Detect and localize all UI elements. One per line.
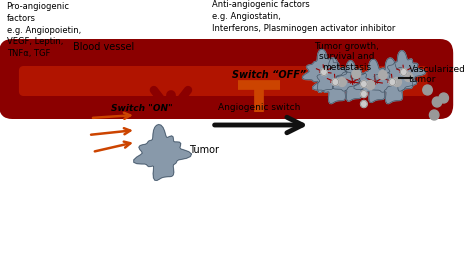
Circle shape: [401, 68, 407, 75]
Text: Vascularized
tumor: Vascularized tumor: [409, 65, 465, 84]
Text: Pro-angiogenic
factors
e.g. Angiopoietin,
VEGF, Leptin,
TNFα, TGF: Pro-angiogenic factors e.g. Angiopoietin…: [7, 2, 81, 58]
Polygon shape: [134, 125, 191, 180]
Circle shape: [352, 69, 361, 79]
Circle shape: [404, 73, 413, 81]
Polygon shape: [332, 61, 374, 101]
Circle shape: [429, 110, 439, 120]
Text: Switch “OFF”: Switch “OFF”: [232, 70, 306, 80]
Text: Switch "ON": Switch "ON": [111, 103, 173, 113]
Circle shape: [320, 68, 327, 75]
Circle shape: [439, 93, 448, 103]
Text: Angiogenic switch: Angiogenic switch: [219, 103, 301, 112]
Circle shape: [361, 90, 367, 98]
Text: Anti-angiogenic factors
e.g. Angiostatin,
Interferons, Plasminogen activator inh: Anti-angiogenic factors e.g. Angiostatin…: [212, 0, 395, 32]
Circle shape: [366, 81, 375, 89]
Polygon shape: [313, 58, 360, 103]
Circle shape: [338, 77, 346, 87]
Text: Blood vessel: Blood vessel: [73, 42, 134, 52]
FancyBboxPatch shape: [19, 66, 428, 96]
Circle shape: [361, 101, 367, 107]
FancyBboxPatch shape: [0, 39, 453, 119]
Circle shape: [379, 70, 387, 80]
Circle shape: [423, 85, 432, 95]
Polygon shape: [370, 58, 417, 103]
Polygon shape: [384, 51, 426, 91]
Polygon shape: [354, 59, 398, 102]
Circle shape: [361, 81, 367, 88]
Text: Tumor growth,
survival and
metastasis: Tumor growth, survival and metastasis: [314, 42, 379, 72]
Circle shape: [393, 77, 401, 87]
Text: Tumor: Tumor: [189, 145, 219, 155]
Circle shape: [432, 97, 442, 107]
Circle shape: [389, 79, 396, 86]
Circle shape: [332, 79, 339, 86]
Polygon shape: [302, 49, 347, 92]
